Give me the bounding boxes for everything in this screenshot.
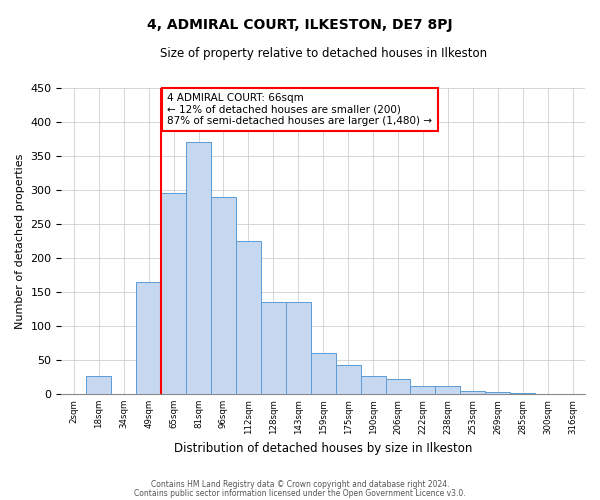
Bar — [236, 241, 261, 394]
Bar — [86, 376, 111, 394]
Bar — [261, 302, 286, 394]
Bar — [286, 302, 311, 394]
Bar — [311, 353, 335, 394]
Y-axis label: Number of detached properties: Number of detached properties — [15, 154, 25, 328]
Bar — [136, 282, 161, 394]
Text: 4 ADMIRAL COURT: 66sqm
← 12% of detached houses are smaller (200)
87% of semi-de: 4 ADMIRAL COURT: 66sqm ← 12% of detached… — [167, 93, 433, 126]
Text: Contains public sector information licensed under the Open Government Licence v3: Contains public sector information licen… — [134, 489, 466, 498]
Bar — [485, 392, 510, 394]
Bar — [410, 386, 436, 394]
Bar — [335, 366, 361, 394]
Bar — [211, 197, 236, 394]
Bar — [460, 390, 485, 394]
X-axis label: Distribution of detached houses by size in Ilkeston: Distribution of detached houses by size … — [174, 442, 472, 455]
Bar — [361, 376, 386, 394]
Title: Size of property relative to detached houses in Ilkeston: Size of property relative to detached ho… — [160, 48, 487, 60]
Bar — [186, 142, 211, 394]
Text: Contains HM Land Registry data © Crown copyright and database right 2024.: Contains HM Land Registry data © Crown c… — [151, 480, 449, 489]
Bar — [436, 386, 460, 394]
Text: 4, ADMIRAL COURT, ILKESTON, DE7 8PJ: 4, ADMIRAL COURT, ILKESTON, DE7 8PJ — [147, 18, 453, 32]
Bar — [161, 194, 186, 394]
Bar — [386, 379, 410, 394]
